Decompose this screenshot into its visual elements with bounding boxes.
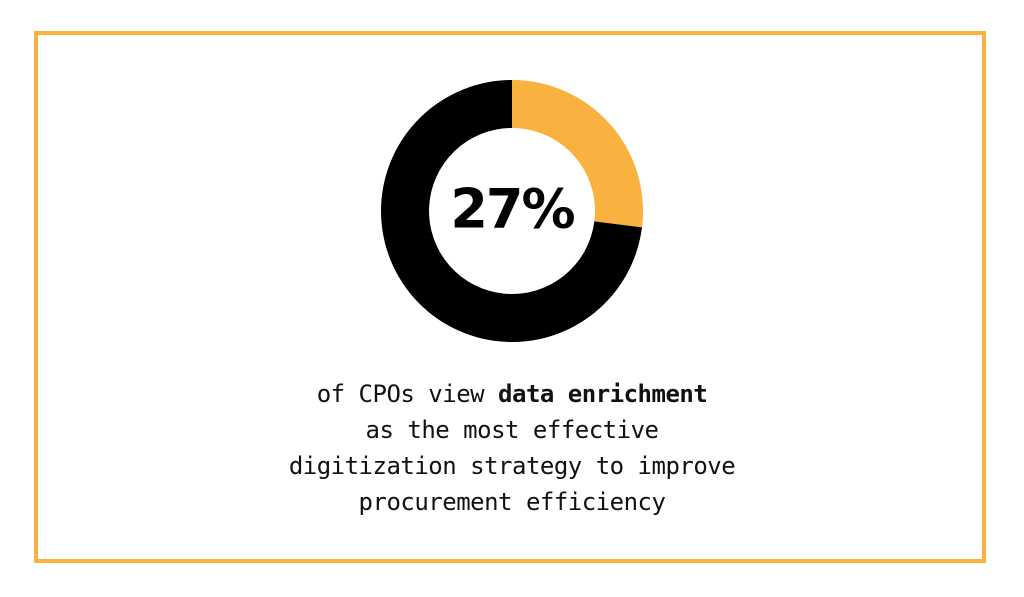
caption-line-4: procurement efficiency (358, 488, 666, 516)
caption-line-3: digitization strategy to improve (288, 452, 736, 480)
donut-slice-2 (381, 80, 642, 342)
center-percent-label: 27% (450, 178, 574, 241)
caption-line-2: as the most effective (365, 416, 659, 444)
caption-line-1: of CPOs view data enrichment (160, 376, 864, 412)
caption-highlight: data enrichment (498, 380, 708, 408)
donut-slices (381, 80, 643, 342)
caption-line-1-text: of CPOs view (316, 380, 499, 408)
donut-chart: 27% (381, 80, 643, 342)
caption: of CPOs view data enrichment as the most… (160, 376, 864, 520)
donut-slice-1 (512, 80, 643, 228)
